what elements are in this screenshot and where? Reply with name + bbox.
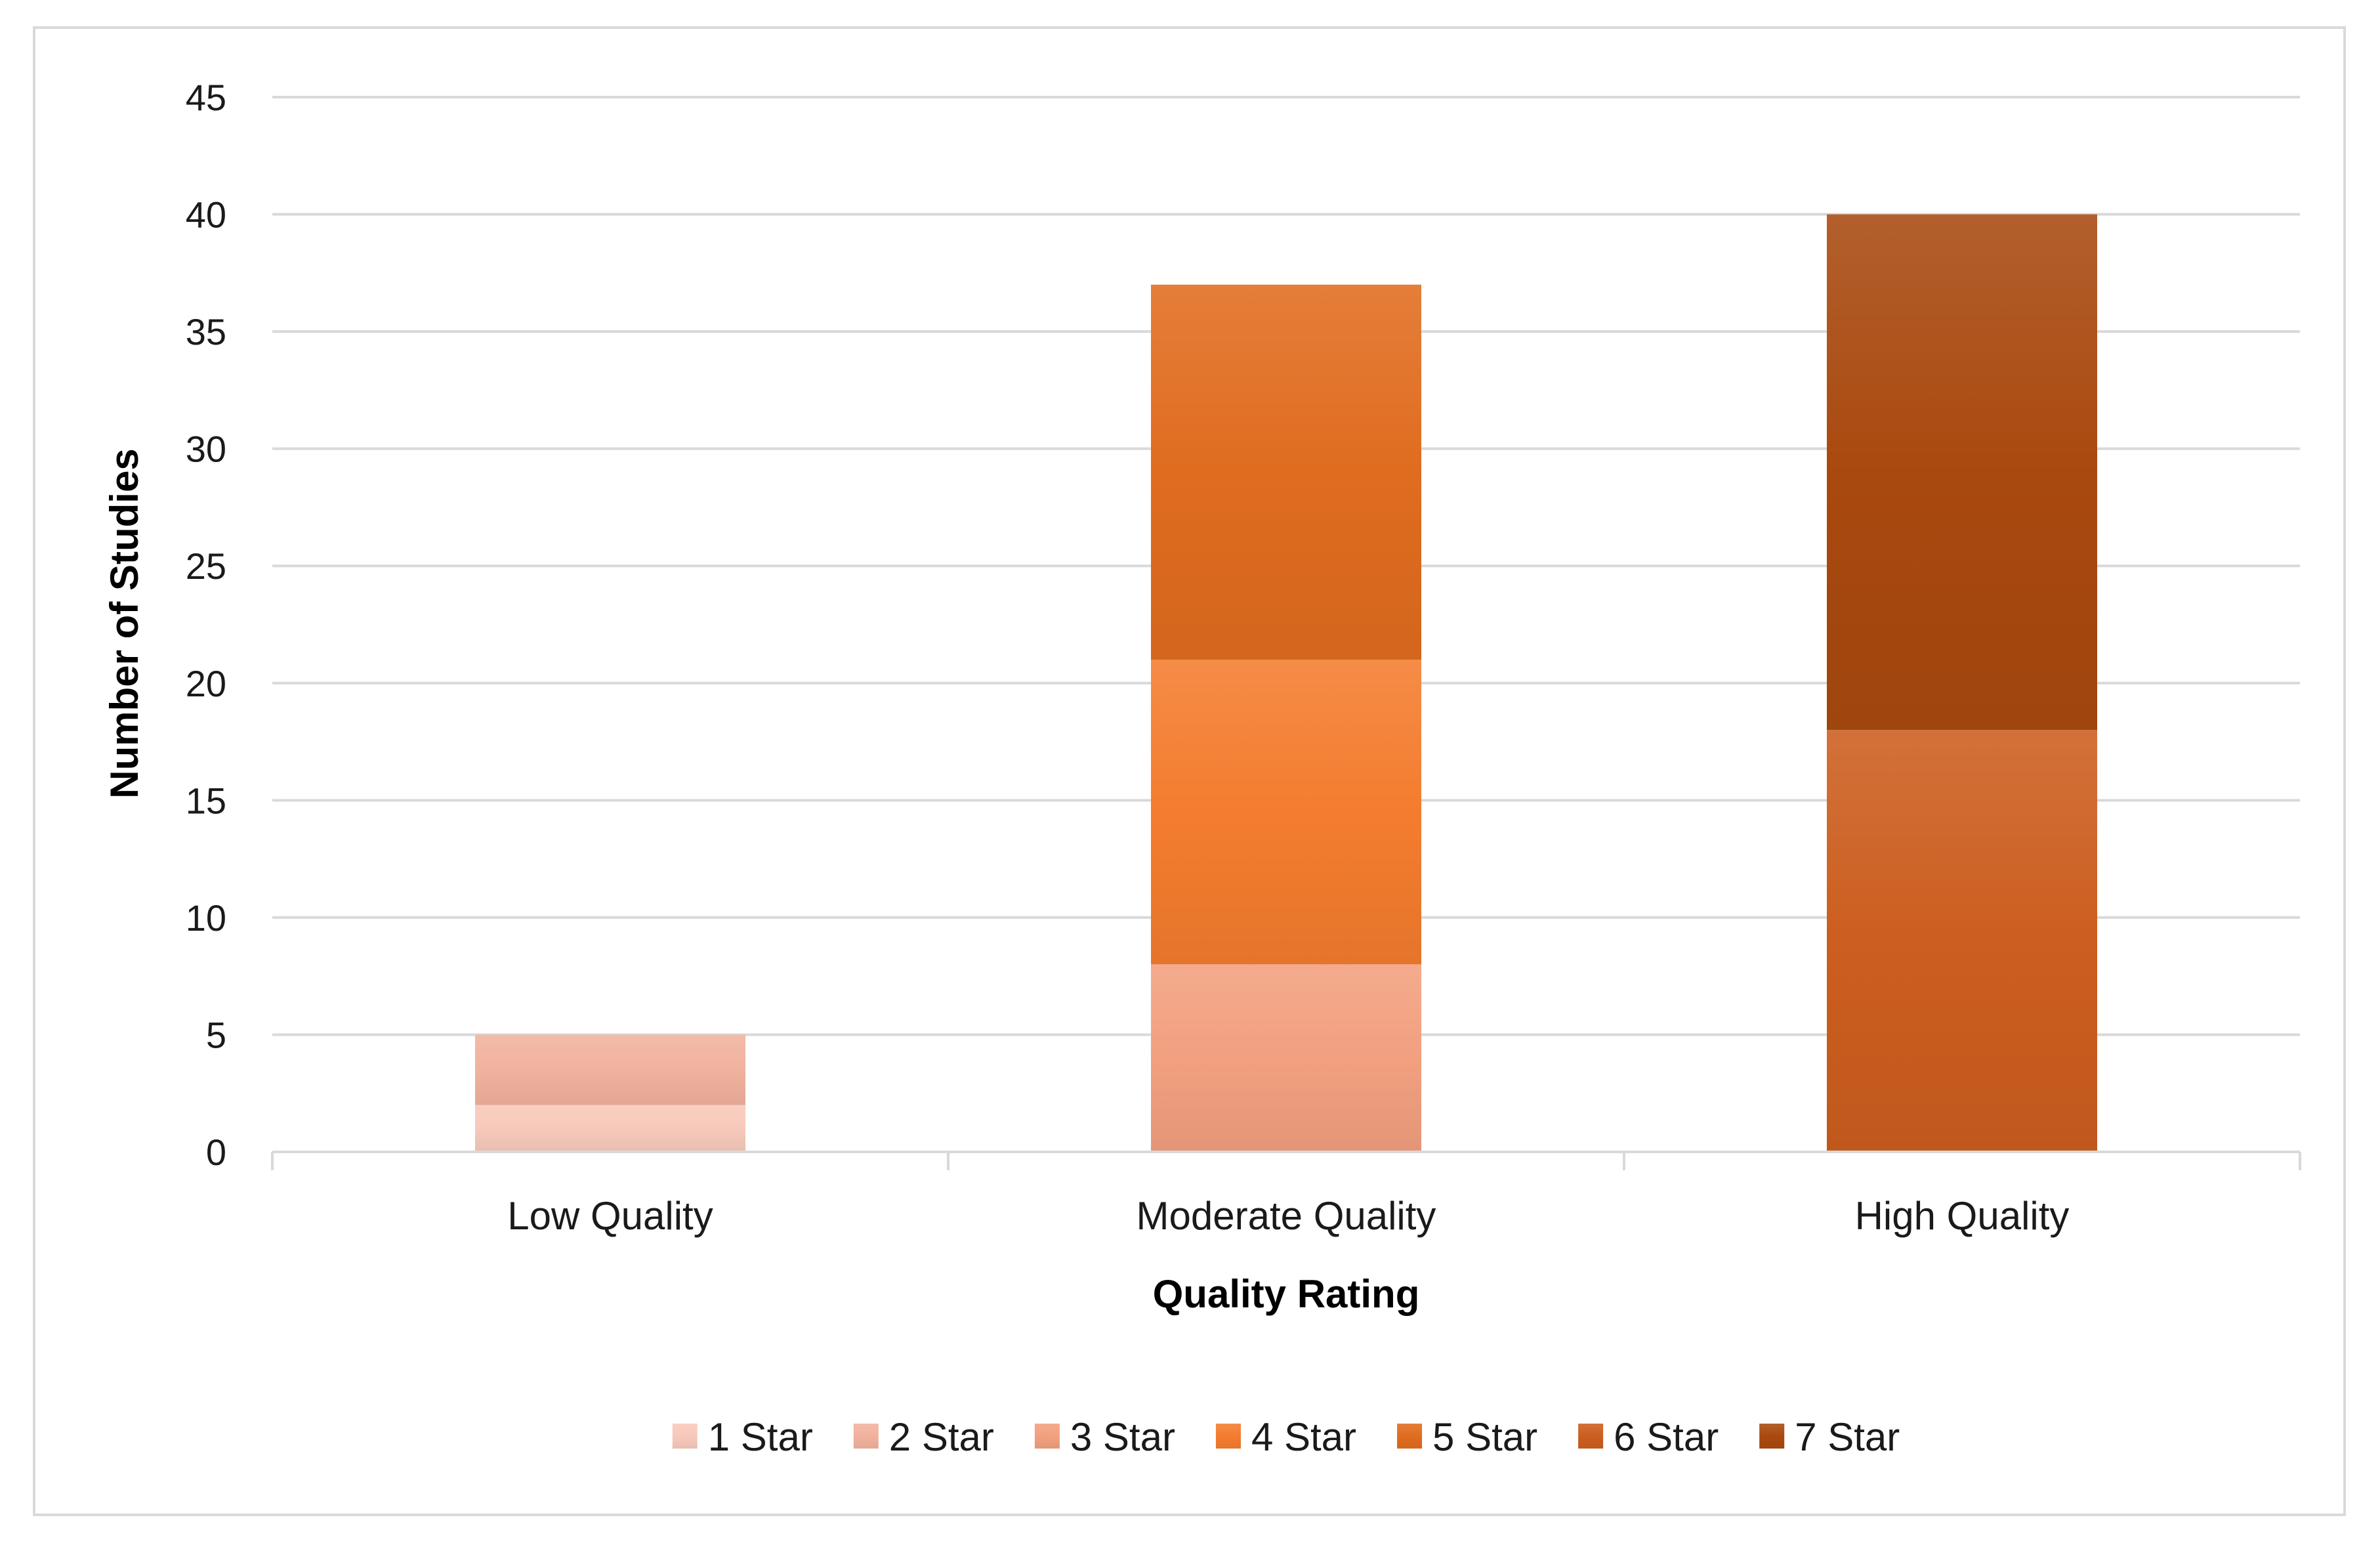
y-tick-label: 15 xyxy=(186,780,226,821)
legend-swatch xyxy=(1397,1424,1423,1449)
x-tick-label: High Quality xyxy=(1855,1194,2070,1238)
legend-label: 6 Star xyxy=(1614,1415,1719,1459)
bar-segment-2-star xyxy=(475,1034,745,1105)
bar-segment-7-star xyxy=(1827,214,2097,731)
legend-label: 3 Star xyxy=(1070,1415,1175,1459)
legend-item: 3 Star xyxy=(1034,1415,1175,1459)
y-tick-label: 45 xyxy=(186,77,226,118)
legend-item: 2 Star xyxy=(853,1415,994,1459)
y-tick-label: 20 xyxy=(186,663,226,704)
legend-swatch xyxy=(1215,1424,1241,1449)
legend-swatch xyxy=(1578,1424,1604,1449)
legend-swatch xyxy=(1034,1424,1060,1449)
bar-segment-3-star xyxy=(1151,964,1421,1152)
legend-item: 1 Star xyxy=(672,1415,813,1459)
legend-label: 7 Star xyxy=(1795,1415,1900,1459)
y-tick-label: 0 xyxy=(206,1132,226,1173)
bar-segment-1-star xyxy=(475,1105,745,1152)
legend-label: 1 Star xyxy=(708,1415,813,1459)
y-tick-label: 10 xyxy=(186,897,226,939)
legend-label: 5 Star xyxy=(1432,1415,1537,1459)
legend-swatch xyxy=(672,1424,698,1449)
bar-segment-6-star xyxy=(1827,730,2097,1152)
bar-segment-5-star xyxy=(1151,284,1421,660)
legend-swatch xyxy=(853,1424,879,1449)
x-tick-label: Moderate Quality xyxy=(1137,1194,1436,1238)
y-tick-label: 5 xyxy=(206,1014,226,1055)
legend-item: 7 Star xyxy=(1759,1415,1900,1459)
x-tick-labels: Low Quality Moderate Quality High Quality xyxy=(507,1194,2069,1238)
y-axis-title: Number of Studies xyxy=(102,448,146,798)
y-tick-label: 40 xyxy=(186,194,226,236)
legend-swatch xyxy=(1759,1424,1785,1449)
bars xyxy=(475,214,2097,1152)
y-tick-label: 35 xyxy=(186,311,226,352)
legend-label: 4 Star xyxy=(1251,1415,1356,1459)
legend-item: 6 Star xyxy=(1578,1415,1719,1459)
legend-item: 5 Star xyxy=(1397,1415,1537,1459)
y-tick-label: 25 xyxy=(186,545,226,587)
bar-segment-4-star xyxy=(1151,660,1421,965)
x-tick-label: Low Quality xyxy=(507,1194,713,1238)
legend: 1 Star 2 Star 3 Star 4 Star 5 Star 6 Star 7 St… xyxy=(672,1415,1900,1459)
legend-label: 2 Star xyxy=(889,1415,994,1459)
legend-item: 4 Star xyxy=(1215,1415,1356,1459)
x-axis-title: Quality Rating xyxy=(1153,1272,1420,1316)
x-axis xyxy=(271,1151,2301,1170)
y-tick-label: 30 xyxy=(186,429,226,470)
y-tick-labels: 0 5 10 15 20 25 30 35 40 45 xyxy=(186,77,226,1173)
